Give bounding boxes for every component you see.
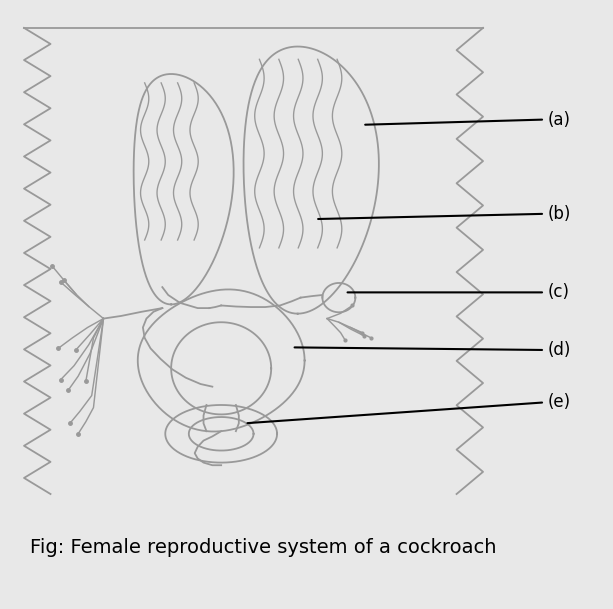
- Text: (d): (d): [548, 341, 571, 359]
- Text: (a): (a): [548, 111, 571, 128]
- Text: Fig: Female reproductive system of a cockroach: Fig: Female reproductive system of a coc…: [30, 538, 497, 557]
- Text: (e): (e): [548, 393, 571, 411]
- Text: (b): (b): [548, 205, 571, 223]
- Text: (c): (c): [548, 283, 569, 301]
